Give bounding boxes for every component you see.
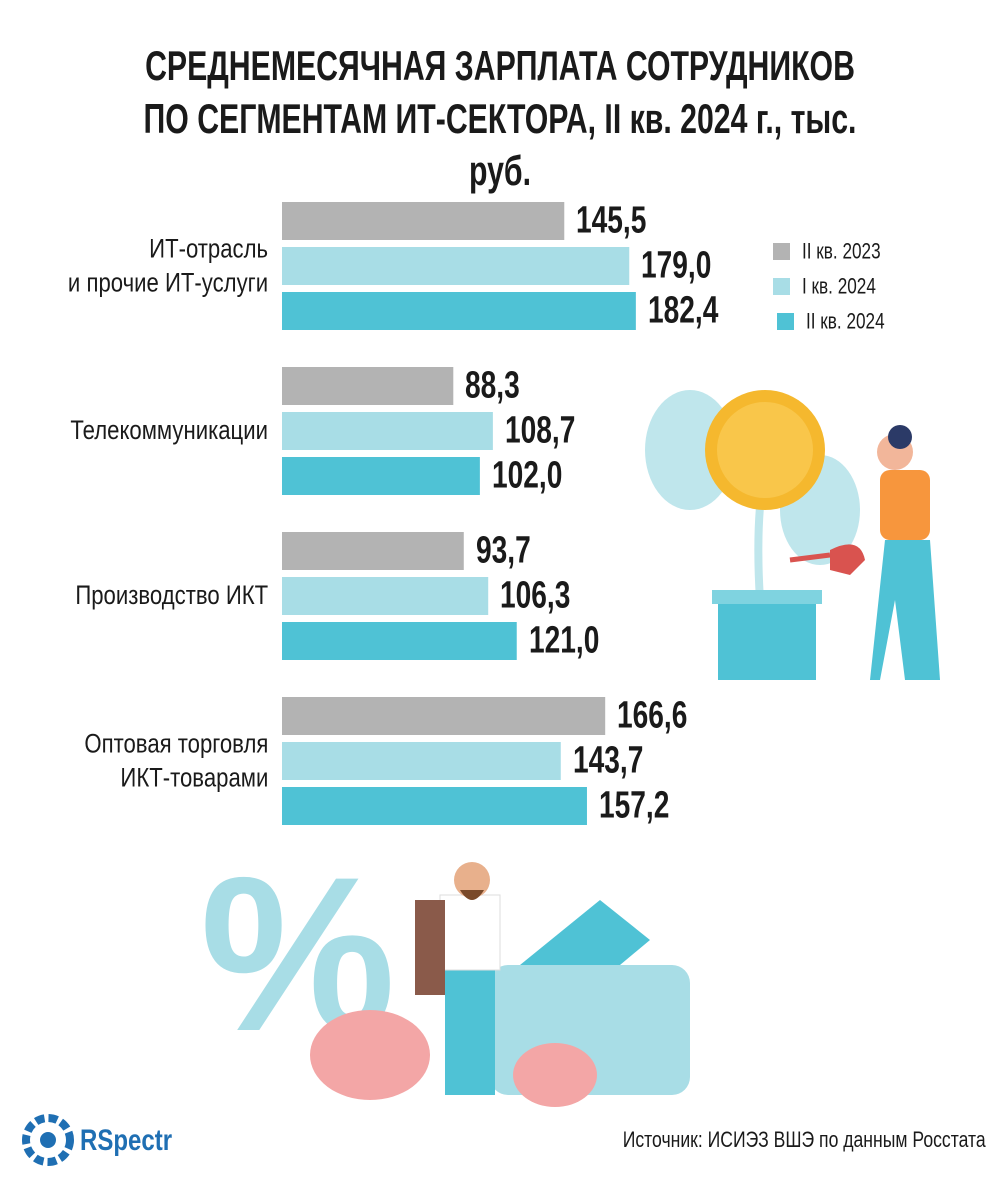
bar — [282, 457, 480, 495]
legend-label: I кв. 2024 — [802, 273, 876, 299]
logo-text: RSpectr — [80, 1124, 173, 1157]
legend-swatch — [777, 313, 794, 330]
source-note: Источник: ИСИЭЗ ВШЭ по данным Росстата — [623, 1127, 986, 1152]
category-label: Оптовая торговля ИКТ-товарами — [84, 728, 268, 792]
bar — [282, 202, 565, 240]
bar — [282, 742, 561, 780]
value-label: 102,0 — [491, 454, 563, 497]
value-label: 106,3 — [500, 574, 571, 617]
value-label: 179,0 — [641, 244, 712, 287]
bar — [282, 787, 587, 825]
value-label: 157,2 — [598, 784, 670, 827]
category-label: ИТ-отрасль и прочие ИТ-услуги — [67, 233, 268, 297]
plant-illustration — [645, 390, 940, 680]
bar — [282, 292, 636, 330]
chart-title: СРЕДНЕМЕСЯЧНАЯ ЗАРПЛАТА СОТРУДНИКОВ ПО С… — [143, 42, 857, 194]
bar — [282, 412, 493, 450]
bar — [282, 367, 454, 405]
value-label: 108,7 — [504, 409, 576, 452]
value-label: 182,4 — [647, 289, 719, 332]
legend-swatch — [773, 243, 790, 260]
logo-icon — [22, 1114, 74, 1166]
value-label: 121,0 — [528, 619, 600, 662]
bar — [282, 247, 630, 285]
bar — [282, 577, 489, 615]
legend-label: II кв. 2024 — [806, 308, 885, 334]
category-label: Телекоммуникации — [70, 415, 268, 446]
bar — [282, 532, 464, 570]
bar — [282, 697, 606, 735]
legend-swatch — [773, 278, 790, 295]
category-label: Производство ИКТ — [75, 580, 268, 611]
bar — [282, 622, 517, 660]
money-illustration: % — [200, 831, 690, 1107]
value-label: 166,6 — [617, 694, 688, 737]
value-label: 88,3 — [465, 364, 521, 407]
legend-label: II кв. 2023 — [802, 238, 881, 264]
value-label: 143,7 — [572, 739, 644, 782]
value-label: 145,5 — [576, 199, 647, 242]
value-label: 93,7 — [475, 529, 531, 572]
